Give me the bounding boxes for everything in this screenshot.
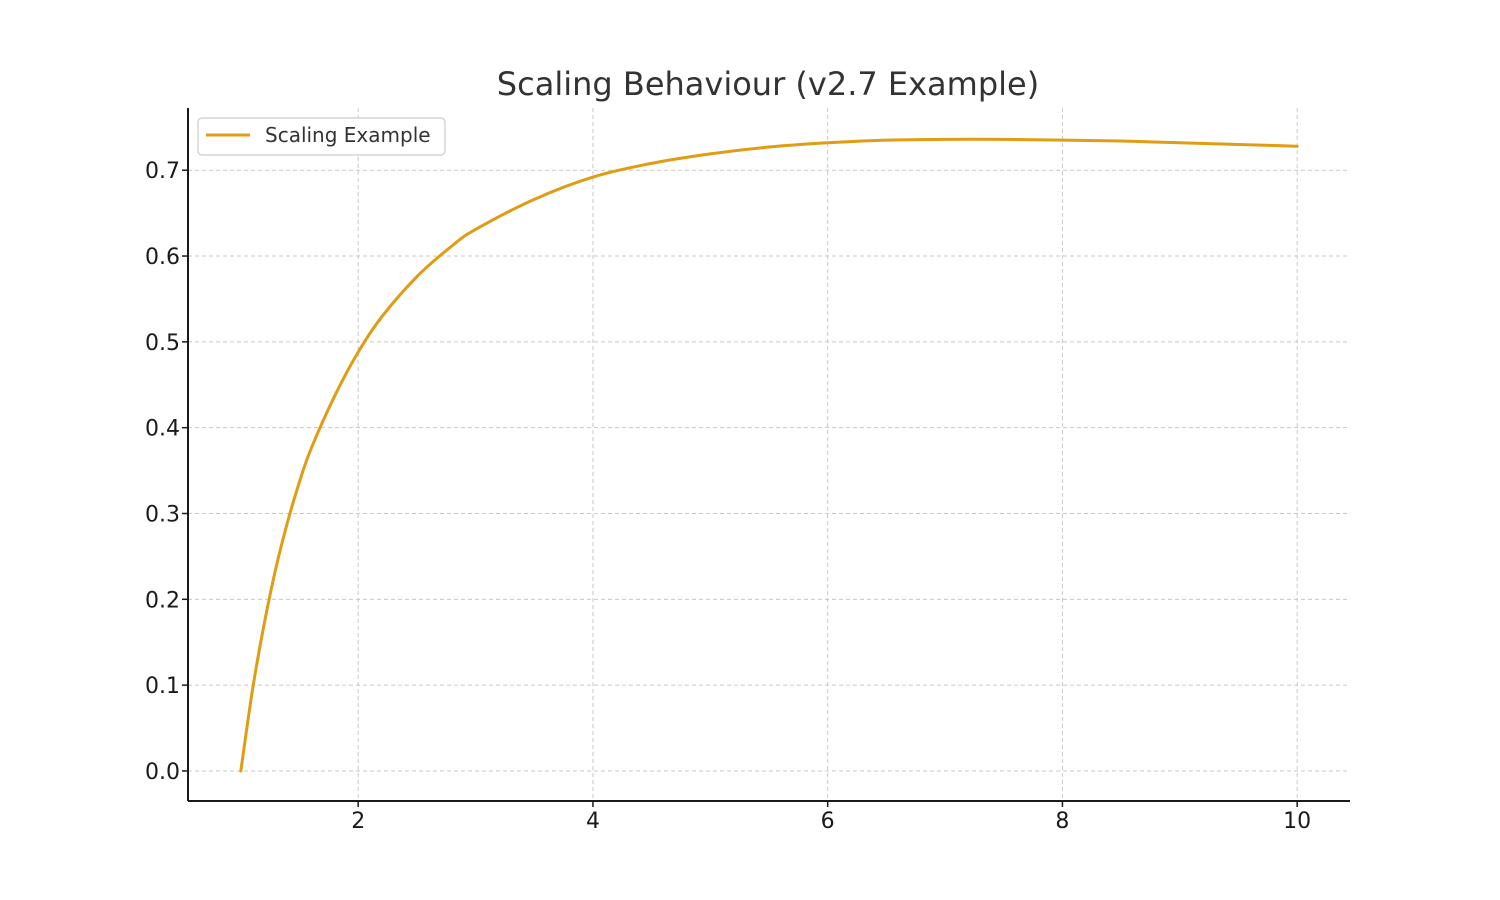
x-tick-label: 4 (586, 809, 600, 834)
y-tick-label: 0.1 (145, 674, 180, 699)
grid (188, 108, 1350, 801)
legend: Scaling Example (197, 117, 446, 156)
y-tick-label: 0.0 (145, 760, 180, 785)
y-tick-label: 0.6 (145, 245, 180, 270)
tick-labels: 2 4 6 8 10 0.0 0.1 0.2 0.3 0.4 0.5 0.6 0.7 (145, 159, 1311, 834)
y-tick-label: 0.4 (145, 417, 180, 442)
x-tick-label: 2 (351, 809, 365, 834)
chart-title: Scaling Behaviour (v2.7 Example) (497, 65, 1039, 103)
x-tick-label: 8 (1055, 809, 1069, 834)
axes (182, 108, 1350, 807)
legend-label: Scaling Example (265, 123, 431, 147)
legend-box (197, 117, 446, 156)
y-tick-label: 0.5 (145, 331, 180, 356)
y-tick-label: 0.3 (145, 503, 180, 528)
x-tick-label: 10 (1283, 809, 1311, 834)
series-layer (239, 137, 1299, 773)
y-tick-label: 0.7 (145, 159, 180, 184)
x-tick-label: 6 (821, 809, 835, 834)
y-tick-label: 0.2 (145, 588, 180, 613)
series-line (239, 137, 1299, 773)
